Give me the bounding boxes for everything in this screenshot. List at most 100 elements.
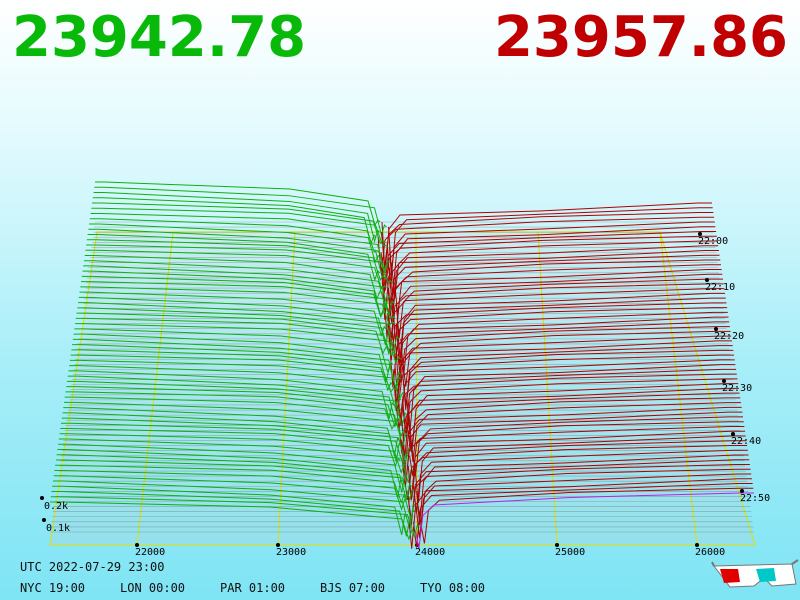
ask-depth-line: [409, 402, 741, 462]
ask-depth-line: [402, 378, 738, 437]
ask-depth-line: [408, 463, 750, 521]
ask-depth-line: [402, 330, 731, 387]
ask-depth-line: [409, 421, 744, 476]
ask-depth-line: [415, 492, 754, 550]
bid-depth-line: [83, 265, 395, 315]
price-label: 25000: [555, 547, 585, 558]
price-label: 23000: [276, 547, 306, 558]
ask-depth-line: [414, 435, 746, 504]
time-tick: [714, 327, 718, 331]
ask-depth-line: [388, 264, 721, 324]
ask-depth-line: [389, 321, 730, 388]
3d-glasses-icon: [711, 559, 799, 588]
bid-depth-line: [71, 349, 394, 392]
ask-depth-line: [387, 283, 724, 338]
bid-depth-line: [69, 365, 401, 411]
bid-depth-line: [79, 291, 387, 338]
floor-grid: [49, 231, 756, 547]
time-label: 22:50: [740, 493, 770, 504]
ask-depth-line: [404, 444, 748, 500]
bid-depth-line: [77, 307, 394, 356]
bid-depth-line: [70, 354, 397, 394]
bid-depth-line: [89, 223, 390, 274]
bid-depth-line: [58, 443, 408, 493]
ask-depth-line: [397, 359, 735, 426]
depth-lines: [50, 181, 754, 550]
bid-depth-line: [81, 275, 387, 318]
bid-depth-line: [92, 202, 386, 245]
depth-tick: [42, 518, 46, 522]
ask-depth-line: [386, 221, 715, 288]
bid-depth-line: [54, 470, 407, 512]
bid-depth-line: [55, 464, 407, 504]
bid-depth-line: [78, 302, 400, 352]
ask-depth-line: [420, 487, 754, 544]
ask-depth-line: [392, 340, 732, 411]
bid-depth-line: [68, 370, 395, 419]
ask-depth-line: [402, 349, 734, 406]
bid-depth-line: [63, 407, 400, 456]
price-label: 22000: [135, 547, 165, 558]
bid-depth-line: [55, 459, 415, 502]
price-grid-line: [659, 231, 698, 546]
time-label: 22:10: [705, 282, 735, 293]
bid-depth-line: [80, 286, 395, 327]
bid-depth-line: [67, 375, 402, 425]
price-grid-line: [277, 231, 296, 546]
price-tick: [695, 543, 699, 547]
city-clock: PAR 01:00: [220, 581, 286, 595]
city-clock: TYO 08:00: [420, 581, 486, 595]
bid-depth-line: [76, 312, 389, 355]
bid-depth-line: [89, 218, 381, 264]
bid-depth-line: [94, 186, 387, 237]
bid-depth-line: [84, 254, 383, 301]
bid-depth-line: [86, 244, 394, 284]
time-tick: [731, 432, 735, 436]
bid-depth-line: [72, 338, 402, 389]
bid-depth-line: [82, 270, 387, 319]
bid-depth-line: [53, 475, 417, 520]
bid-depth-line: [65, 391, 398, 431]
bid-depth-line: [50, 501, 415, 541]
depth-tick: [40, 496, 44, 500]
ask-depth-line: [396, 292, 726, 363]
time-label: 22:20: [714, 331, 744, 342]
bid-depth-line: [59, 433, 407, 475]
ask-depth-line: [413, 482, 753, 548]
bid-depth-line: [88, 228, 388, 279]
bid-depth-line: [66, 380, 408, 427]
price-tick: [135, 543, 139, 547]
ask-price: 23957.86: [493, 5, 788, 70]
bid-depth-line: [60, 428, 401, 467]
axis-labels: 22000 23000 24000 25000 26000 0.2k 0.1k 22:00 22…: [40, 232, 770, 558]
bid-depth-line: [91, 207, 388, 248]
ask-depth-line: [400, 311, 728, 375]
ask-depth-line: [381, 250, 719, 320]
bid-depth-line: [61, 422, 408, 465]
ask-depth-line: [386, 254, 720, 317]
time-tick: [705, 278, 709, 282]
bid-depth-line: [92, 197, 377, 245]
city-clock: BJS 07:00: [320, 581, 386, 595]
bid-depth-line: [56, 454, 412, 500]
bid-depth-line: [52, 480, 415, 530]
bid-depth-line: [86, 239, 386, 282]
ask-depth-line: [398, 392, 740, 454]
price-label: 24000: [415, 547, 445, 558]
ask-depth-line: [416, 473, 752, 539]
ask-depth-line: [408, 440, 747, 499]
bid-depth-line: [66, 386, 401, 429]
bid-depth-line: [73, 333, 392, 383]
ask-depth-line: [402, 345, 733, 410]
bid-depth-line: [74, 328, 394, 375]
bid-depth-line: [69, 359, 406, 401]
time-tick: [698, 232, 702, 236]
time-label: 22:40: [731, 436, 761, 447]
ask-depth-line: [406, 364, 736, 435]
time-tick: [722, 379, 726, 383]
price-label: 26000: [695, 547, 725, 558]
bid-depth-line: [64, 401, 409, 448]
ask-depth-line: [407, 397, 741, 453]
